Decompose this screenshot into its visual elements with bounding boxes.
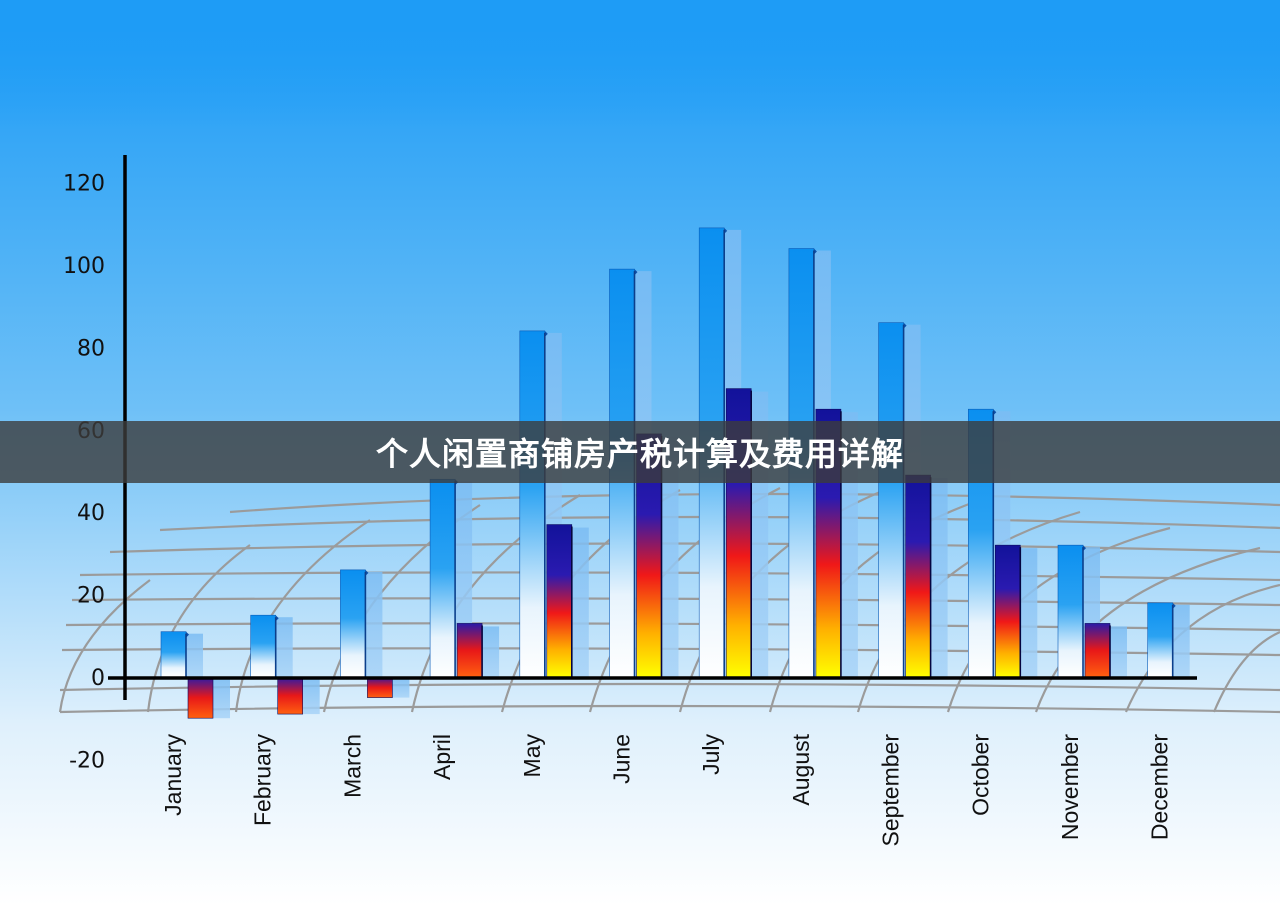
bar-primary-november <box>1057 544 1084 678</box>
x-category-label: August <box>788 733 814 805</box>
caption-band: 个人闲置商铺房产税计算及费用详解 <box>0 421 1280 483</box>
y-tick-label: 40 <box>77 501 105 526</box>
x-category-label: January <box>160 734 186 816</box>
bar-secondary-november <box>1084 623 1111 678</box>
bar-secondary-may <box>546 524 573 678</box>
bar-shadow <box>478 626 500 677</box>
bar-shadow <box>209 679 230 719</box>
bar-shadow <box>1168 604 1190 677</box>
bar-secondary-march <box>367 676 393 698</box>
bar-primary-may <box>519 330 546 678</box>
bar-primary-february <box>250 614 276 678</box>
bar-secondary-october <box>994 544 1021 678</box>
bar-shadow <box>182 633 203 677</box>
x-category-label: March <box>339 734 365 798</box>
x-category-label: April <box>429 734 455 780</box>
grid-line <box>146 544 251 713</box>
y-tick-label: 0 <box>91 666 105 691</box>
grid-line <box>1034 546 1261 713</box>
grid-line <box>59 682 1280 692</box>
grid-line <box>234 519 371 713</box>
x-category-label: May <box>519 734 545 778</box>
grid-line <box>58 579 151 713</box>
y-tick-label: 120 <box>63 172 105 197</box>
bar-primary-march <box>340 569 366 678</box>
bar-shadow <box>567 527 589 677</box>
x-category-labels: January February March April May June July Augu… <box>160 733 1173 846</box>
x-category-label: November <box>1057 734 1083 840</box>
bar-primary-december <box>1147 602 1173 678</box>
x-category-label: February <box>250 734 276 827</box>
bar-secondary-january <box>187 676 214 719</box>
bar-secondary-april <box>456 623 483 678</box>
x-category-label: September <box>878 734 904 847</box>
bar-primary-september <box>878 322 904 678</box>
x-category-label: June <box>609 734 635 784</box>
x-category-label: October <box>967 734 993 816</box>
bar-secondary-september <box>905 474 931 678</box>
grid-line <box>159 515 1280 532</box>
bar-primary-april <box>429 478 456 678</box>
bar-secondary-february <box>277 676 304 715</box>
x-category-label: December <box>1147 734 1173 840</box>
bar-shadow <box>1106 626 1127 677</box>
y-tick-label: 100 <box>63 254 105 279</box>
chart-background-glow <box>0 0 1280 130</box>
bar-primary-january <box>160 631 187 678</box>
bar-shadow <box>926 478 948 677</box>
bar-shadow <box>1016 548 1038 677</box>
bar-shadow <box>271 617 293 677</box>
caption-text: 个人闲置商铺房产税计算及费用详解 <box>375 435 904 473</box>
bar-shadow <box>361 571 383 677</box>
y-tick-label: -20 <box>69 748 105 773</box>
bar-shadow <box>388 679 410 698</box>
y-tick-label: 80 <box>77 336 105 361</box>
x-category-label: July <box>698 734 724 775</box>
y-tick-label: 20 <box>77 584 105 609</box>
grid-line <box>59 704 1280 714</box>
grid-line <box>1212 630 1280 713</box>
bar-shadow <box>298 679 320 715</box>
bar-shadow <box>657 436 679 677</box>
